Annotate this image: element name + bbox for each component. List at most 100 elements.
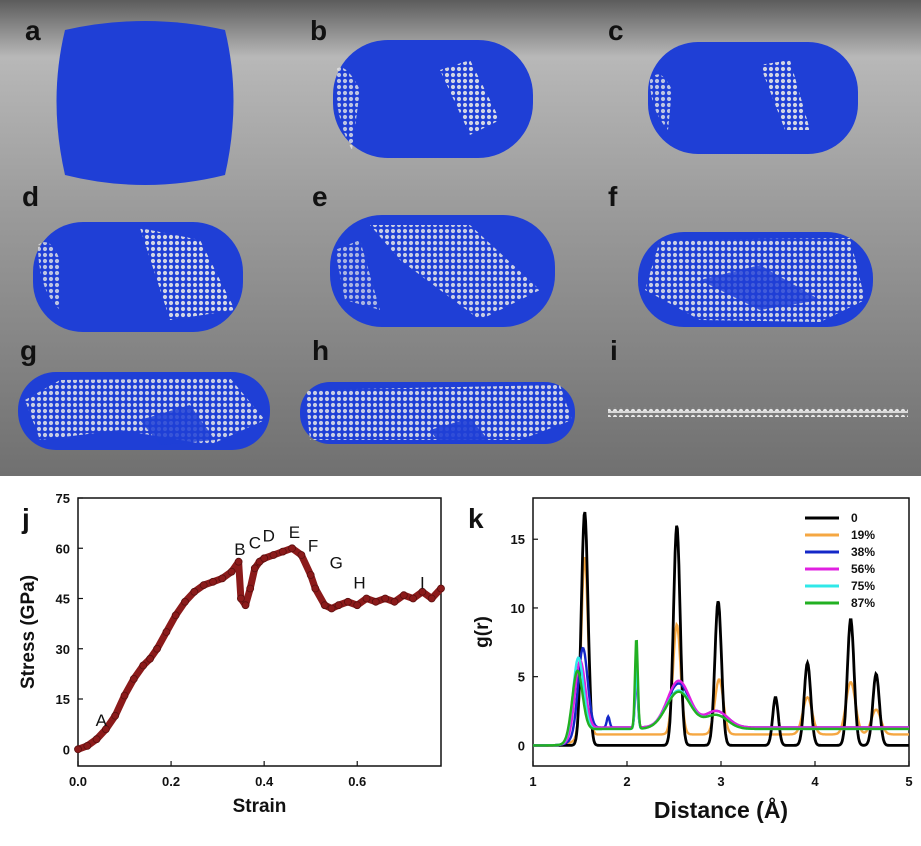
stress-data-point (288, 544, 297, 553)
stress-data-point (241, 601, 250, 610)
snapshot-c: c (608, 15, 858, 154)
snapshot-label-a: a (25, 15, 41, 46)
stress-data-point (92, 735, 101, 744)
stress-y-tick-label: 0 (63, 742, 70, 757)
stress-data-point (250, 564, 259, 573)
snapshot-panel: a b c d e f g (0, 0, 921, 476)
stress-annotation-D: D (263, 527, 275, 546)
stress-annotation-E: E (289, 523, 300, 542)
snapshot-label-f: f (608, 181, 618, 212)
stress-data-point (139, 661, 148, 670)
stress-data-point (343, 597, 352, 606)
stress-data-point (227, 567, 236, 576)
stress-y-tick-label: 30 (56, 642, 70, 657)
stress-data-point (218, 574, 227, 583)
snapshot-g: g (18, 335, 270, 450)
stress-data-point (353, 601, 362, 610)
rdf-x-tick-label: 4 (811, 774, 819, 789)
rdf-y-tick-label: 10 (511, 601, 525, 616)
snapshot-f: f (608, 181, 873, 327)
snapshot-i: i (608, 335, 908, 417)
stress-data-point (162, 628, 171, 636)
stress-data-point (129, 674, 138, 683)
stress-annotation-G: G (330, 553, 343, 572)
rdf-y-axis-label: g(r) (472, 616, 493, 648)
stress-data-point (234, 557, 243, 566)
stress-y-tick-label: 60 (56, 541, 70, 556)
rdf-x-tick-label: 1 (529, 774, 536, 789)
stress-data-point (171, 611, 180, 620)
stress-data-point (437, 584, 445, 593)
snapshot-label-h: h (312, 335, 329, 366)
stress-data-point (181, 597, 189, 606)
stress-data-point (209, 577, 217, 586)
stress-x-tick-label: 0.0 (69, 774, 87, 789)
stress-data-point (311, 584, 320, 593)
stress-data-point (83, 741, 92, 750)
rdf-line-0 (533, 511, 909, 747)
legend-label: 56% (851, 562, 875, 576)
rdf-x-axis-label: Distance (Å) (654, 796, 788, 823)
rdf-line-56pct (533, 659, 909, 747)
legend-label: 75% (851, 579, 875, 593)
stress-data-point (199, 581, 208, 589)
stress-annotation-A: A (96, 711, 108, 730)
stress-data-point (362, 594, 371, 603)
legend-label: 87% (851, 596, 875, 610)
stress-data-point (74, 745, 82, 754)
stress-data-point (246, 584, 255, 593)
rdf-y-tick-label: 0 (518, 738, 525, 753)
stress-y-ticks: 0 15 30 45 60 75 (56, 491, 83, 757)
stress-data-point (236, 594, 245, 603)
rdf-y-ticks: 0 5 10 15 (511, 532, 538, 753)
stress-data-point (334, 601, 343, 610)
stress-data-point (320, 601, 329, 610)
legend-label: 19% (851, 528, 875, 542)
stress-data-point (111, 711, 120, 720)
snapshot-label-c: c (608, 15, 624, 46)
stress-data-point (306, 571, 315, 579)
stress-data-point (120, 691, 129, 700)
stress-annotation-B: B (234, 540, 245, 559)
stress-x-axis-label: Strain (233, 796, 287, 817)
rdf-x-tick-label: 5 (905, 774, 912, 789)
rdf-y-tick-label: 15 (511, 532, 525, 547)
rdf-series (533, 511, 909, 747)
snapshot-label-i: i (610, 335, 618, 366)
stress-y-tick-label: 15 (56, 692, 70, 707)
rdf-y-tick-label: 5 (518, 670, 525, 685)
stress-x-ticks: 0.0 0.2 0.4 0.6 (69, 761, 366, 789)
snapshot-h: h (300, 335, 575, 444)
legend-label: 38% (851, 545, 875, 559)
snapshot-label-e: e (312, 181, 328, 212)
rdf-line-87pct (533, 639, 909, 747)
stress-data-point (190, 587, 199, 596)
stress-curve (74, 544, 445, 753)
stress-y-tick-label: 75 (56, 491, 70, 506)
stress-data-point (153, 644, 162, 653)
snapshot-label-g: g (20, 335, 37, 366)
snapshot-b: b (310, 15, 533, 158)
stress-data-point (260, 554, 269, 563)
stress-x-tick-label: 0.2 (162, 774, 180, 789)
stress-data-point (427, 594, 436, 603)
rdf-x-ticks: 1 2 3 4 5 (529, 761, 913, 789)
stress-data-point (146, 654, 155, 663)
stress-x-tick-label: 0.4 (255, 774, 274, 789)
stress-data-point (327, 604, 336, 613)
snapshot-e: e (312, 181, 555, 327)
legend-label: 0 (851, 511, 858, 525)
stress-annotation-F: F (308, 537, 318, 556)
stress-series (74, 544, 445, 754)
stress-data-point (297, 551, 306, 559)
stress-plot-frame (77, 497, 442, 767)
panel-label-k: k (468, 503, 484, 534)
stress-y-tick-label: 45 (56, 592, 70, 607)
panel-label-j: j (21, 503, 30, 534)
stress-data-point (269, 551, 278, 559)
snapshot-a: a (25, 15, 234, 185)
stress-y-axis-label: Stress (GPa) (18, 575, 39, 689)
snapshot-label-d: d (22, 181, 39, 212)
